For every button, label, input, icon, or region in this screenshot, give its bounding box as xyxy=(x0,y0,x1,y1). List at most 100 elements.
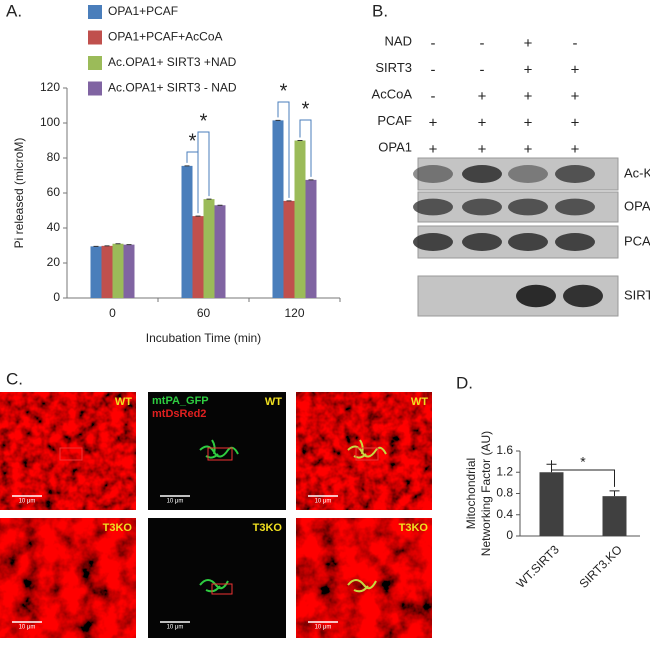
channel-label: mtPA_GFP xyxy=(152,395,209,407)
bar xyxy=(203,199,215,298)
bar xyxy=(90,246,102,298)
band-label: Ac-K xyxy=(624,165,650,180)
x-tick-label: 60 xyxy=(197,306,211,320)
blot-band xyxy=(508,198,548,216)
condition-mark: - xyxy=(431,35,436,52)
y-tick-label: 100 xyxy=(40,115,60,129)
bar xyxy=(192,216,204,298)
micrograph-label: WT xyxy=(115,396,132,408)
condition-label: SIRT3 xyxy=(375,60,412,75)
micrograph-label: WT xyxy=(265,396,282,408)
condition-label: PCAF xyxy=(377,113,412,128)
legend-swatch xyxy=(88,81,102,96)
roi-box xyxy=(59,447,83,461)
condition-mark: + xyxy=(524,88,533,105)
legend-label: Ac.OPA1+ SIRT3 - NAD xyxy=(108,81,237,95)
x-tick-label: 120 xyxy=(284,306,304,320)
condition-mark: - xyxy=(431,88,436,105)
micrograph xyxy=(148,518,286,638)
y-tick-label: 40 xyxy=(47,220,61,234)
bar xyxy=(181,165,193,298)
blot-band xyxy=(462,165,502,183)
significance-star: * xyxy=(280,80,288,102)
micrograph-label: T3KO xyxy=(399,522,429,534)
bar xyxy=(294,140,306,298)
bar xyxy=(283,200,295,298)
condition-mark: + xyxy=(571,114,580,131)
significance-star: * xyxy=(200,110,208,132)
blot-band xyxy=(516,284,556,308)
condition-mark: - xyxy=(573,35,578,52)
condition-mark: + xyxy=(571,88,580,105)
condition-label: OPA1 xyxy=(378,139,412,154)
blot-band xyxy=(508,233,548,251)
y-tick-label: 1.6 xyxy=(496,443,513,457)
roi-box xyxy=(211,583,233,595)
significance-bracket xyxy=(299,119,312,177)
significance-star: * xyxy=(580,454,586,470)
bar xyxy=(112,243,124,298)
x-tick-label: SIRT3.KO xyxy=(576,542,624,590)
x-tick-label: 0 xyxy=(109,306,116,320)
y-tick-label: 0 xyxy=(53,290,60,304)
band-label: PCAF xyxy=(624,233,650,248)
condition-mark: + xyxy=(429,114,438,131)
panel-label: C. xyxy=(6,369,23,388)
blot-band xyxy=(555,165,595,183)
condition-mark: + xyxy=(524,114,533,131)
y-tick-label: 0 xyxy=(506,528,513,542)
condition-mark: + xyxy=(429,141,438,158)
legend-label: Ac.OPA1+ SIRT3 +NAD xyxy=(108,55,237,69)
panel-label: B. xyxy=(372,1,388,20)
condition-label: AcCoA xyxy=(372,86,413,101)
legend-swatch xyxy=(88,56,102,70)
y-tick-label: 0.4 xyxy=(496,507,513,521)
significance-bracket xyxy=(197,131,210,214)
blot-band xyxy=(462,233,502,251)
condition-mark: - xyxy=(480,61,485,78)
micrograph-label: WT xyxy=(411,396,428,408)
micrograph xyxy=(296,518,432,638)
legend-label: OPA1+PCAF+AcCoA xyxy=(108,30,223,44)
y-axis-label: Pi released (microM) xyxy=(12,138,26,249)
y-tick-label: 120 xyxy=(40,80,60,94)
legend-swatch xyxy=(88,30,102,45)
micrograph xyxy=(0,518,136,638)
y-tick-label: 60 xyxy=(47,185,61,199)
y-axis-label: Mitochondrial xyxy=(464,458,478,529)
roi-box xyxy=(355,447,379,461)
merge-signal xyxy=(347,439,387,459)
scale-bar-label: 10 μm xyxy=(167,625,184,631)
legend-label: OPA1+PCAF xyxy=(108,4,178,18)
blot-band xyxy=(413,233,453,251)
y-tick-label: 80 xyxy=(47,150,61,164)
bar xyxy=(305,179,317,298)
condition-mark: + xyxy=(478,114,487,131)
scale-bar-label: 10 μm xyxy=(167,499,184,505)
bar xyxy=(539,472,564,536)
micrograph xyxy=(148,392,286,510)
blot-band xyxy=(555,233,595,251)
scale-bar-label: 10 μm xyxy=(19,625,36,631)
condition-mark: - xyxy=(480,35,485,52)
micrograph xyxy=(296,392,432,510)
band-label: SIRT3 xyxy=(624,287,650,302)
gfp-signal xyxy=(199,439,239,459)
merge-signal xyxy=(347,579,377,593)
x-tick-label: WT.SIRT3 xyxy=(513,542,562,591)
micrograph-label: T3KO xyxy=(253,522,283,534)
channel-label: mtDsRed2 xyxy=(152,408,206,420)
micrograph-label: T3KO xyxy=(103,522,133,534)
panel-label: A. xyxy=(6,1,22,20)
significance-star: * xyxy=(189,130,197,152)
scale-bar-label: 10 μm xyxy=(19,499,36,505)
scale-bar-label: 10 μm xyxy=(315,625,332,631)
condition-mark: + xyxy=(478,88,487,105)
condition-mark: + xyxy=(478,141,487,158)
condition-mark: - xyxy=(431,61,436,78)
condition-mark: + xyxy=(524,61,533,78)
micrograph-grid xyxy=(0,392,432,638)
panel-label: D. xyxy=(456,373,473,392)
bar xyxy=(602,496,627,536)
significance-star: * xyxy=(302,98,310,120)
